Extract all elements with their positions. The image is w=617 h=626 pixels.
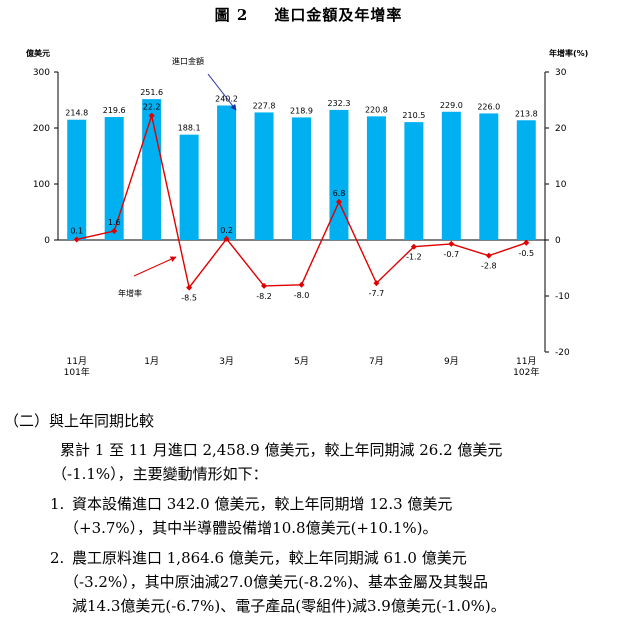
bar <box>292 117 311 240</box>
growth-point <box>298 281 305 288</box>
bar <box>329 109 349 240</box>
growth-point <box>73 236 80 243</box>
growth-value-label: -2.8 <box>481 262 497 271</box>
growth-value-label: 0.2 <box>220 226 233 235</box>
bar <box>441 111 461 240</box>
growth-point <box>373 280 380 287</box>
item-2-number: 2. <box>50 549 65 567</box>
left-tick-label: 300 <box>33 68 50 78</box>
growth-line-series <box>73 112 530 291</box>
x-tick-labels: 11月 101年 1月 3月 5月 7月 9月 11月 102年 <box>64 356 540 378</box>
bar <box>366 116 386 240</box>
bar-value-label: 232.3 <box>328 99 351 108</box>
axes: 0 100 200 300 -20 -10 0 10 20 30 <box>33 68 570 358</box>
item-2-cont: （-3.2%），其中原油減27.0億美元(-8.2%)、基本金屬及其製品 <box>64 573 488 591</box>
bar <box>404 122 424 240</box>
growth-value-label: -7.7 <box>369 289 385 298</box>
growth-value-label: 0.1 <box>70 226 83 235</box>
growth-point <box>410 243 417 250</box>
bar-value-label: 210.5 <box>402 111 425 120</box>
left-tick-label: 200 <box>33 124 50 134</box>
item-2: 農工原料進口 1,864.6 億美元，較上年同期減 61.0 億美元 <box>72 549 467 567</box>
growth-point <box>523 239 530 246</box>
bar-value-labels: 214.8 219.6 251.6 188.1 240.2 227.8 218.9 232.3… <box>65 88 537 133</box>
x-tick-label: 5月 <box>294 356 309 367</box>
figure-caption: 進口金額及年增率 <box>274 6 403 24</box>
bar-value-label: 227.8 <box>253 101 276 110</box>
right-axis-label: 年增率(%) <box>549 48 588 58</box>
growth-point <box>261 282 268 289</box>
bar-annotation-arrow <box>207 73 237 111</box>
bar-value-label: 229.0 <box>440 101 463 110</box>
item-1: 資本設備進口 342.0 億美元，較上年同期增 12.3 億美元 <box>72 495 453 513</box>
x-tick-label: 1月 <box>144 356 159 367</box>
line-annotation-label: 年增率 <box>118 288 142 298</box>
growth-value-label: -8.2 <box>256 292 272 301</box>
growth-value-label: 6.8 <box>333 189 346 198</box>
section-heading: （二）與上年同期比較 <box>4 412 155 430</box>
right-tick-label: -20 <box>555 348 570 358</box>
item-1-number: 1. <box>50 495 65 513</box>
left-tick-label: 0 <box>44 236 50 246</box>
growth-value-label: 1.6 <box>108 218 121 227</box>
bar <box>479 113 499 240</box>
bar <box>104 117 124 240</box>
paragraph-1-cont: （-1.1%），主要變動情形如下： <box>52 465 268 483</box>
bar <box>142 99 162 240</box>
bar-value-label: 220.8 <box>365 105 388 114</box>
line-annotation-arrow <box>133 256 177 277</box>
bar-value-label: 226.0 <box>477 102 500 111</box>
bar-value-label: 218.9 <box>290 106 313 115</box>
growth-point <box>485 252 492 259</box>
bar <box>179 134 199 240</box>
bar-value-label: 213.8 <box>515 109 538 118</box>
right-tick-label: -10 <box>555 292 570 302</box>
growth-point <box>111 228 118 235</box>
right-tick-label: 20 <box>555 124 567 134</box>
growth-value-label: -0.5 <box>518 249 534 258</box>
growth-value-label: -8.5 <box>181 294 197 303</box>
growth-point <box>186 284 193 291</box>
growth-point <box>448 240 455 247</box>
growth-point <box>335 198 342 205</box>
x-tick-label: 11月 101年 <box>64 356 90 378</box>
bar <box>67 119 87 240</box>
figure-title: 圖 2 進口金額及年增率 <box>0 4 617 25</box>
paragraph-1: 累計 1 至 11 月進口 2,458.9 億美元，較上年同期減 26.2 億美… <box>60 441 503 459</box>
growth-value-label: -8.0 <box>294 291 310 300</box>
growth-point <box>148 112 155 119</box>
left-tick-label: 100 <box>33 180 50 190</box>
left-axis-label: 億美元 <box>26 48 50 58</box>
bar-series <box>67 99 536 240</box>
item-2-cont2: 減14.3億美元(-6.7%)、電子產品(零組件)減3.9億美元(-1.0%)。 <box>72 597 506 615</box>
bar-value-label: 219.6 <box>103 106 126 115</box>
growth-value-label: 22.2 <box>143 103 161 112</box>
x-tick-label: 3月 <box>219 356 234 367</box>
bar-value-label: 240.2 <box>215 94 238 103</box>
growth-point <box>223 235 230 242</box>
x-tick-label: 9月 <box>444 356 459 367</box>
import-chart: 億美元 年增率(%) 0 100 200 300 -20 -10 0 10 20 30 214.8… <box>26 48 588 378</box>
bar-annotation-label: 進口金額 <box>172 56 204 66</box>
bar <box>516 120 536 240</box>
bar-value-label: 251.6 <box>140 88 163 97</box>
right-tick-label: 10 <box>555 180 567 190</box>
x-tick-label: 7月 <box>369 356 384 367</box>
growth-value-labels: 0.1 1.6 22.2 -8.5 0.2 -8.2 -8.0 6.8 -7.7 -1.2 -0.7… <box>70 103 534 303</box>
bar-value-label: 188.1 <box>178 124 201 133</box>
right-tick-label: 0 <box>555 236 561 246</box>
bar-value-label: 214.8 <box>65 109 88 118</box>
bar <box>217 105 237 240</box>
x-tick-label: 11月 102年 <box>513 356 539 378</box>
growth-value-label: -1.2 <box>406 253 422 262</box>
figure-number: 圖 2 <box>214 6 249 24</box>
right-tick-label: 30 <box>555 68 567 78</box>
item-1-cont: （+3.7%），其中半導體設備增10.8億美元(+10.1%)。 <box>64 519 438 537</box>
growth-value-label: -0.7 <box>444 250 460 259</box>
bar <box>254 112 274 240</box>
